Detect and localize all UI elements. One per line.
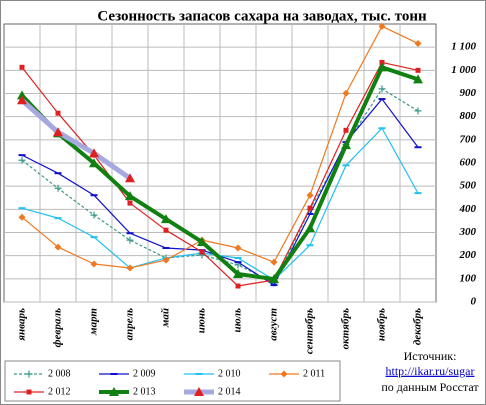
point-marker: [126, 236, 134, 244]
y-tick-label: 700: [460, 133, 477, 145]
y-tick-label: 400: [459, 203, 477, 215]
point-marker: [127, 200, 133, 206]
series-line: [21, 25, 419, 269]
point-marker: [89, 158, 99, 168]
y-tick-label: 600: [460, 157, 477, 169]
y-tick-label: 100: [460, 272, 477, 284]
point-marker: [306, 191, 314, 199]
legend-marker: [109, 387, 119, 396]
source-label: Источник:: [404, 349, 457, 363]
legend-label: 2 010: [218, 368, 241, 379]
source-link[interactable]: http://ikar.ru/sugar: [386, 364, 475, 378]
point-marker: [235, 283, 241, 289]
x-tick-label: февраль: [52, 308, 64, 347]
y-tick-label: 200: [459, 249, 477, 261]
point-marker: [55, 110, 61, 116]
x-tick-label: июнь: [196, 308, 208, 333]
legend-marker: [194, 387, 204, 396]
point-marker: [53, 127, 63, 137]
x-tick-label: январь: [16, 308, 28, 342]
point-marker: [90, 260, 98, 268]
legend-marker: [280, 370, 288, 378]
y-tick-label: 1 000: [451, 64, 476, 76]
point-marker: [125, 173, 135, 183]
x-tick-label: март: [88, 308, 100, 336]
point-marker: [415, 67, 421, 73]
legend-label: 2 013: [133, 386, 156, 397]
point-marker: [125, 191, 135, 201]
y-tick-label: 900: [460, 87, 477, 99]
point-marker: [199, 249, 205, 255]
point-marker: [17, 90, 27, 100]
legend-label: 2 009: [133, 368, 156, 379]
point-marker: [126, 264, 134, 272]
x-tick-label: декабрь: [412, 308, 424, 345]
point-marker: [90, 211, 98, 219]
legend-marker: [26, 389, 32, 395]
point-marker: [378, 22, 386, 30]
chart-title: Сезонность запасов сахара на заводах, ты…: [97, 8, 427, 24]
point-marker: [307, 205, 313, 211]
point-marker: [162, 256, 170, 264]
point-marker: [234, 244, 242, 252]
point-marker: [414, 39, 422, 47]
series-line: [20, 65, 419, 282]
point-marker: [343, 127, 349, 133]
point-marker: [414, 107, 422, 115]
x-tick-label: октябрь: [340, 308, 352, 349]
legend-label: 2 012: [48, 386, 71, 397]
x-tick-label: август: [268, 308, 280, 341]
point-marker: [342, 89, 350, 97]
point-marker: [17, 95, 27, 105]
legend-marker: [25, 370, 33, 378]
point-marker: [18, 156, 26, 164]
point-marker: [341, 140, 351, 150]
x-tick-label: май: [160, 308, 172, 328]
point-marker: [19, 64, 25, 70]
x-tick-label: апрель: [124, 308, 136, 340]
y-tick-label: 0: [471, 296, 477, 308]
point-marker: [54, 243, 62, 251]
point-marker: [161, 214, 171, 224]
point-marker: [305, 223, 315, 233]
series-line: [20, 98, 132, 181]
point-marker: [89, 148, 99, 158]
legend-box: [4, 360, 341, 402]
point-marker: [413, 74, 423, 84]
point-marker: [18, 213, 26, 221]
point-marker: [54, 184, 62, 192]
x-tick-label: сентябрь: [304, 308, 316, 354]
y-tick-label: 300: [459, 226, 477, 238]
point-marker: [378, 85, 386, 93]
point-marker: [197, 236, 207, 246]
y-tick-label: 800: [460, 110, 477, 122]
x-tick-label: ноябрь: [376, 308, 388, 341]
x-tick-label: июль: [232, 308, 244, 333]
point-marker: [163, 227, 169, 233]
point-marker: [270, 258, 278, 266]
source-note: по данным Росстат: [381, 380, 479, 394]
point-marker: [269, 274, 279, 284]
point-marker: [377, 62, 387, 72]
legend-label: 2 011: [303, 368, 325, 379]
legend-label: 2 014: [218, 386, 241, 397]
legend-label: 2 008: [48, 368, 71, 379]
y-tick-label: 500: [460, 180, 477, 192]
point-marker: [233, 268, 243, 278]
y-tick-label: 1 100: [451, 41, 476, 53]
